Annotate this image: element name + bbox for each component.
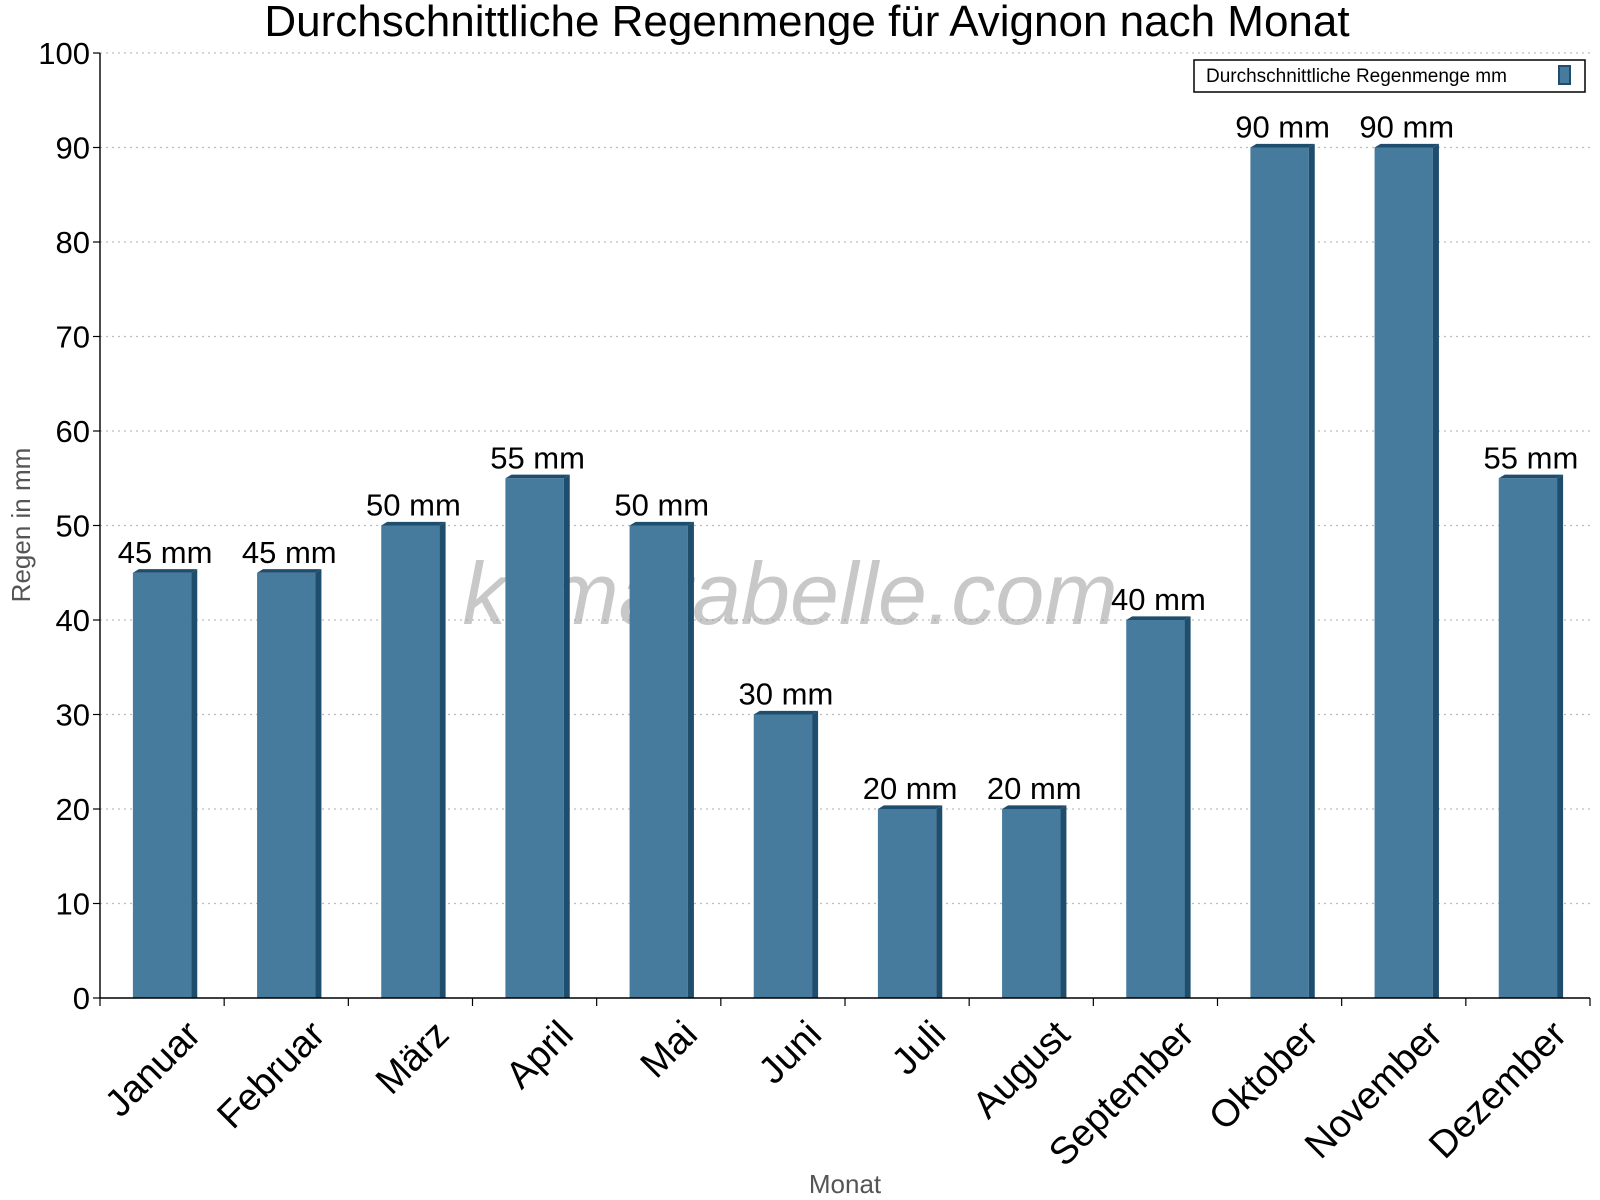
chart-title: Durchschnittliche Regenmenge für Avignon…: [264, 0, 1349, 46]
data-label: 90 mm: [1359, 110, 1454, 145]
legend-swatch: [1558, 65, 1571, 85]
bar-side: [1432, 143, 1439, 998]
watermark: klimatabelle.com: [462, 544, 1117, 643]
gridlines: [100, 52, 1590, 905]
data-labels: 45 mm 45 mm 50 mm 55 mm 50 mm 30 mm 20 mm 20 mm…: [118, 110, 1579, 807]
x-tick-label: August: [965, 1013, 1079, 1127]
bar-side: [1308, 143, 1315, 998]
bar-side: [687, 521, 694, 998]
x-tick-label: Januar: [97, 1013, 209, 1125]
y-tick-label: 20: [56, 792, 90, 827]
data-label: 20 mm: [863, 771, 958, 806]
data-label: 45 mm: [242, 535, 337, 570]
bar-2: [381, 521, 446, 998]
bar-face: [877, 809, 937, 998]
bar-face: [1126, 620, 1185, 998]
y-tick-label: 50: [56, 509, 90, 544]
legend-label: Durchschnittliche Regenmenge mm: [1206, 66, 1507, 87]
bar-5: [753, 710, 819, 998]
bar-face: [132, 572, 192, 998]
bar-top: [1126, 616, 1191, 620]
y-tick-label: 30: [56, 698, 90, 733]
bar-face: [1374, 147, 1433, 998]
x-tick-label: Juni: [751, 1013, 830, 1092]
bar-3: [505, 474, 570, 998]
y-tick-label: 70: [56, 320, 90, 355]
bar-side: [1060, 805, 1067, 998]
bar-6: [877, 805, 943, 998]
bar-side: [191, 569, 198, 998]
bar-9: [1250, 143, 1315, 998]
data-label: 30 mm: [739, 677, 834, 712]
bar-11: [1498, 474, 1564, 998]
bar-side: [1184, 616, 1191, 998]
legend-box: [1193, 59, 1586, 93]
bar-1: [257, 569, 322, 998]
y-tick-label: 100: [38, 36, 90, 71]
y-tick-label: 10: [56, 887, 90, 922]
bar-side: [563, 474, 570, 998]
data-label: 45 mm: [118, 535, 213, 570]
bar-top: [1498, 474, 1564, 479]
bar-top: [1374, 143, 1439, 148]
x-tick-label: Oktober: [1201, 1013, 1327, 1139]
bar-side: [1557, 474, 1564, 998]
x-axis-title: Monat: [809, 1169, 882, 1199]
bar-side: [315, 569, 322, 998]
bar-face: [753, 714, 813, 998]
bar-side: [439, 521, 446, 998]
bar-face: [629, 525, 688, 998]
bar-face: [1250, 147, 1309, 998]
bar-face: [257, 572, 316, 998]
bar-top: [877, 805, 943, 809]
bar-face: [1002, 809, 1061, 998]
bar-face: [381, 525, 440, 998]
bar-face: [505, 478, 564, 998]
x-tick-label: Februar: [209, 1013, 333, 1137]
x-tick-label: Juli: [884, 1013, 954, 1083]
bar-top: [257, 569, 322, 573]
bar-top: [505, 474, 570, 479]
y-tick-label: 0: [73, 981, 90, 1016]
x-tick-label: Mai: [633, 1013, 706, 1086]
data-label: 55 mm: [1484, 440, 1579, 475]
data-label: 90 mm: [1235, 110, 1330, 145]
bar-face: [1498, 478, 1558, 998]
bar-top: [629, 521, 694, 526]
y-tick-label: 90: [56, 131, 90, 166]
y-tick-label: 40: [56, 603, 90, 638]
bar-top: [132, 569, 198, 573]
data-label: 20 mm: [987, 771, 1082, 806]
y-tick-label: 80: [56, 225, 90, 260]
bar-10: [1374, 143, 1439, 998]
bar-side: [812, 710, 819, 998]
x-tick-label: März: [368, 1013, 457, 1102]
data-label: 40 mm: [1111, 582, 1206, 617]
bar-top: [753, 710, 819, 715]
bar-0: [132, 569, 198, 998]
data-label: 55 mm: [490, 440, 585, 475]
y-axis-title: Regen in mm: [6, 448, 36, 603]
bar-top: [1250, 143, 1315, 148]
y-tick-label: 60: [56, 414, 90, 449]
bar-side: [936, 805, 943, 998]
bar-8: [1126, 616, 1191, 998]
bar-7: [1002, 805, 1067, 998]
bar-top: [381, 521, 446, 526]
data-label: 50 mm: [366, 488, 461, 523]
bar-top: [1002, 805, 1067, 809]
x-tick-label: April: [498, 1013, 581, 1096]
bars: [132, 143, 1564, 998]
x-tick-label: Dezember: [1421, 1013, 1575, 1167]
bar-4: [629, 521, 694, 998]
data-label: 50 mm: [614, 488, 709, 523]
legend: Durchschnittliche Regenmenge mm: [1193, 59, 1586, 93]
